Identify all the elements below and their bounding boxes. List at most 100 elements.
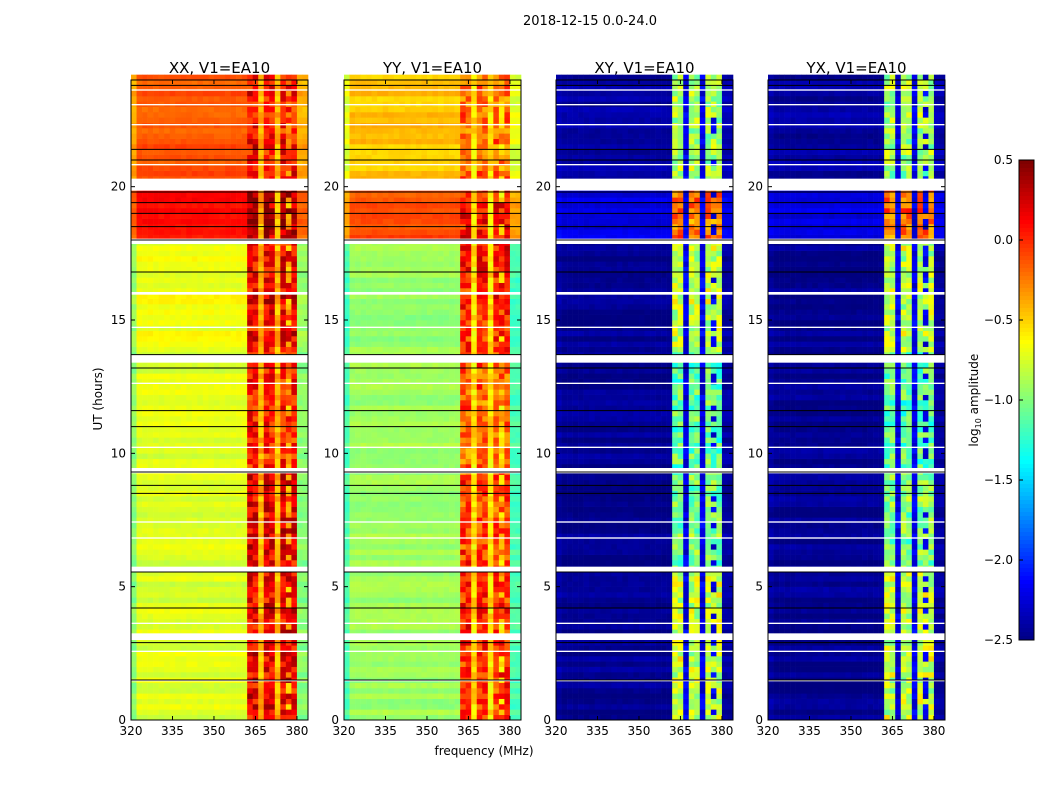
heatmap-cell: [191, 293, 198, 299]
heatmap-cell: [415, 714, 422, 721]
heatmap-cell: [186, 245, 193, 251]
heatmap-cell: [252, 656, 259, 662]
heatmap-cell: [263, 517, 270, 523]
heatmap-cell: [136, 453, 143, 459]
heatmap-cell: [252, 432, 259, 438]
heatmap-cell: [280, 400, 287, 406]
heatmap-cell: [349, 586, 356, 593]
heatmap-cell: [438, 688, 444, 694]
heatmap-cell: [219, 522, 226, 529]
heatmap-cell: [131, 672, 137, 678]
heatmap-cell: [197, 624, 204, 630]
heatmap-cell: [230, 400, 237, 406]
heatmap-cell: [291, 213, 298, 219]
heatmap-cell: [280, 576, 287, 582]
heatmap-cell: [291, 112, 298, 118]
heatmap-cell: [164, 661, 171, 667]
heatmap-cell: [153, 213, 159, 219]
heatmap-cell: [142, 512, 148, 518]
heatmap-cell: [371, 650, 378, 657]
heatmap-cell: [202, 282, 209, 289]
heatmap-cell: [263, 597, 270, 603]
heatmap-cell: [432, 618, 439, 625]
heatmap-cell: [296, 272, 303, 278]
heatmap-cell: [285, 458, 292, 465]
heatmap-cell: [377, 661, 384, 667]
heatmap-cell: [213, 229, 220, 235]
heatmap-cell: [285, 320, 292, 326]
heatmap-cell: [213, 245, 220, 251]
heatmap-cell: [225, 421, 231, 427]
heatmap-cell: [393, 624, 400, 630]
heatmap-cell: [258, 448, 265, 454]
heatmap-cell: [219, 672, 226, 678]
heatmap-cell: [225, 400, 231, 406]
heatmap-cell: [219, 229, 226, 235]
heatmap-cell: [302, 293, 309, 299]
heatmap-cell: [136, 666, 143, 673]
heatmap-cell: [360, 576, 367, 582]
heatmap-cell: [131, 341, 137, 347]
heatmap-cell: [247, 645, 253, 651]
heatmap-cell: [302, 154, 309, 161]
heatmap-cell: [219, 624, 226, 630]
heatmap-cell: [241, 256, 248, 262]
heatmap-cell: [247, 517, 253, 523]
heatmap-cell: [230, 544, 237, 550]
heatmap-cell: [136, 154, 143, 161]
heatmap-cell: [426, 602, 433, 609]
heatmap-cell: [280, 314, 287, 321]
heatmap-cell: [285, 362, 292, 369]
heatmap-cell: [175, 309, 182, 315]
heatmap-cell: [175, 666, 182, 673]
heatmap-cell: [438, 586, 444, 593]
heatmap-cell: [263, 448, 270, 454]
heatmap-cell: [269, 560, 276, 566]
heatmap-cell: [274, 229, 281, 235]
heatmap-cell: [355, 570, 361, 577]
heatmap-cell: [465, 549, 472, 555]
heatmap-cell: [241, 416, 248, 422]
heatmap-cell: [247, 378, 253, 385]
heatmap-cell: [230, 714, 237, 721]
heatmap-cell: [509, 560, 516, 566]
heatmap-cell: [291, 320, 298, 326]
heatmap-cell: [153, 325, 159, 331]
heatmap-cell: [202, 170, 209, 177]
heatmap-cell: [241, 618, 248, 625]
heatmap-cell: [225, 709, 231, 715]
heatmap-cell: [153, 96, 159, 102]
heatmap-cell: [169, 288, 176, 294]
heatmap-cell: [225, 496, 231, 502]
heatmap-cell: [208, 80, 215, 86]
heatmap-cell: [515, 645, 522, 651]
heatmap-cell: [258, 554, 265, 561]
heatmap-cell: [213, 197, 220, 203]
heatmap-cell: [302, 474, 309, 481]
heatmap-cell: [213, 378, 220, 385]
heatmap-cell: [131, 453, 137, 459]
heatmap-cell: [236, 410, 242, 417]
heatmap-cell: [197, 608, 204, 614]
heatmap-cell: [285, 218, 292, 225]
heatmap-cell: [291, 672, 298, 678]
heatmap-cell: [296, 560, 303, 566]
heatmap-cell: [498, 586, 505, 593]
heatmap-cell: [280, 165, 287, 171]
heatmap-cell: [230, 80, 237, 86]
heatmap-cell: [180, 442, 187, 449]
heatmap-cell: [388, 682, 395, 689]
heatmap-cell: [415, 597, 422, 603]
heatmap-cell: [191, 298, 198, 305]
heatmap-cell: [180, 266, 187, 273]
heatmap-cell: [454, 549, 461, 555]
heatmap-cell: [175, 506, 182, 513]
heatmap-cell: [274, 650, 281, 657]
heatmap-cell: [213, 341, 220, 347]
heatmap-cell: [153, 245, 159, 251]
heatmap-cell: [258, 208, 265, 214]
heatmap-cell: [219, 698, 226, 705]
heatmap-cell: [158, 592, 165, 598]
heatmap-cell: [225, 682, 231, 689]
heatmap-cell: [296, 672, 303, 678]
